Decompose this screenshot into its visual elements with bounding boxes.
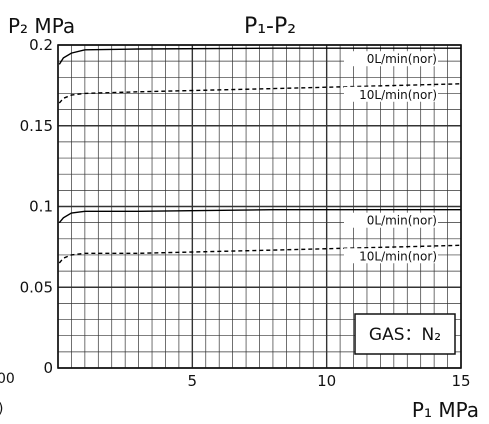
x-tick-label: 15: [451, 372, 470, 390]
curve-label-bg: [344, 248, 438, 264]
chart-title: P₁-P₂: [244, 14, 296, 39]
clipped-fragment-1: 00: [0, 371, 15, 387]
series-group: [58, 47, 462, 264]
curve-label: 0L/min(nor): [367, 214, 437, 228]
y-tick-label: 0: [43, 359, 53, 377]
curve-label-bg: [344, 212, 438, 228]
curve-label-bg: [344, 86, 438, 102]
x-tick-label: 5: [188, 372, 198, 390]
plot-frame: [57, 44, 462, 369]
curve-label: 10L/min(nor): [359, 249, 437, 263]
curve-label-bg: [344, 51, 438, 67]
gas-annotation: GAS：N₂: [369, 325, 441, 345]
clipped-fragment-2: ): [0, 401, 3, 417]
series-line: [58, 244, 462, 264]
y-axis-title: P₂ MPa: [8, 14, 75, 38]
x-axis-title: P₁ MPa: [412, 398, 479, 422]
tick-labels: 0 0.05 0.1 0.15 0.2 5 10 15: [20, 36, 471, 390]
y-tick-label: 0.05: [20, 278, 53, 296]
x-tick-label: 10: [317, 372, 336, 390]
series-line: [58, 208, 461, 224]
gas-annotation-box: [354, 313, 456, 355]
curve-label: 10L/min(nor): [359, 88, 437, 102]
series-line: [58, 83, 462, 104]
curve-label: 0L/min(nor): [367, 52, 437, 66]
y-tick-label: 0.15: [20, 117, 53, 135]
series-line: [58, 47, 461, 65]
curve-labels: 0L/min(nor) 10L/min(nor) 0L/min(nor) 10L/mi…: [344, 51, 438, 264]
y-tick-label: 0.2: [29, 36, 53, 54]
y-tick-label: 0.1: [29, 198, 53, 216]
